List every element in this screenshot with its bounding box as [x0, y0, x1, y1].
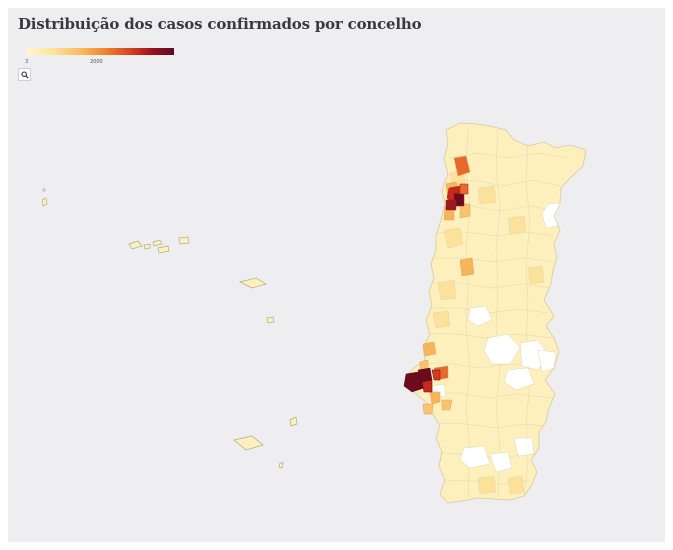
legend-max-label: 2000 [90, 59, 103, 65]
madeira-islands [233, 416, 298, 469]
porto-metro-high [445, 183, 469, 211]
map-title: Distribuição dos casos confirmados por c… [18, 15, 422, 33]
lisbon-metro-high [403, 367, 441, 393]
azores-islands [41, 188, 275, 324]
legend-min-label: 3 [25, 59, 29, 65]
color-scale-legend [26, 48, 174, 55]
choropleth-map [41, 122, 587, 504]
low-mid-municipalities [432, 169, 545, 495]
zoom-button[interactable] [18, 68, 31, 81]
search-icon [20, 70, 29, 79]
map-panel: Distribuição dos casos confirmados por c… [8, 8, 665, 542]
mainland-portugal [403, 122, 587, 504]
mid-municipalities [419, 155, 475, 415]
